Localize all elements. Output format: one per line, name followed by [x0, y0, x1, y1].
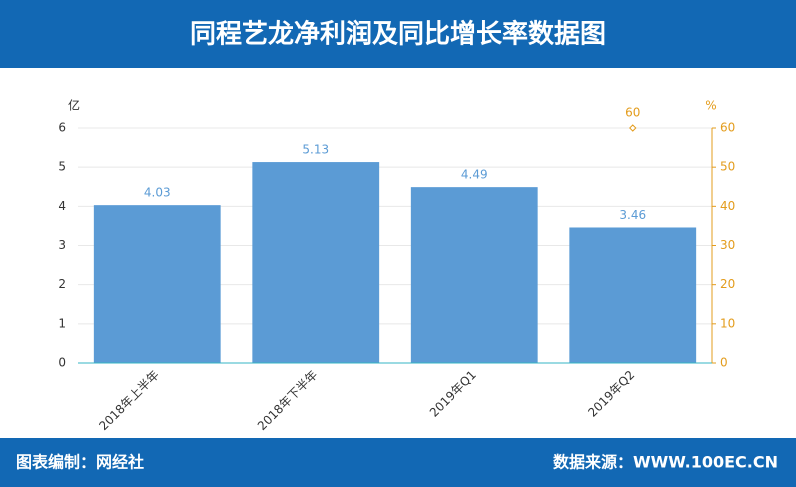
y2-tick-label: 20	[720, 277, 735, 291]
y2-tick-label: 10	[720, 316, 735, 330]
bar	[410, 187, 538, 363]
value-label: 5.13	[302, 143, 329, 157]
bar	[569, 227, 697, 363]
value-label: 60	[625, 106, 640, 120]
point	[629, 124, 637, 132]
value-label: 3.46	[619, 208, 646, 222]
y2-tick-label: 0	[720, 356, 728, 370]
y-tick-label: 5	[58, 160, 66, 174]
y2-tick-label: 40	[720, 199, 735, 213]
y2-unit: %	[705, 99, 716, 113]
y-tick-label: 2	[58, 277, 66, 291]
value-label: 4.03	[144, 186, 171, 200]
y2-tick-label: 60	[720, 121, 735, 135]
y2-tick-label: 30	[720, 238, 735, 252]
y-tick-label: 1	[58, 316, 66, 330]
y-tick-label: 0	[58, 356, 66, 370]
bar	[252, 162, 380, 363]
y2-tick-label: 50	[720, 160, 735, 174]
value-label: 4.49	[461, 168, 488, 182]
bar	[93, 205, 221, 363]
header-bar	[0, 0, 796, 68]
footer-bar	[0, 438, 796, 487]
y-unit: 亿	[68, 98, 80, 113]
chart-title: 同程艺龙净利润及同比增长率数据图	[190, 19, 606, 50]
y-tick-label: 6	[58, 121, 66, 135]
footer-right: 数据来源：WWW.100EC.CN	[553, 453, 778, 472]
y-tick-label: 3	[58, 238, 66, 252]
y-tick-label: 4	[58, 199, 66, 213]
footer-left: 图表编制：网经社	[16, 453, 144, 472]
